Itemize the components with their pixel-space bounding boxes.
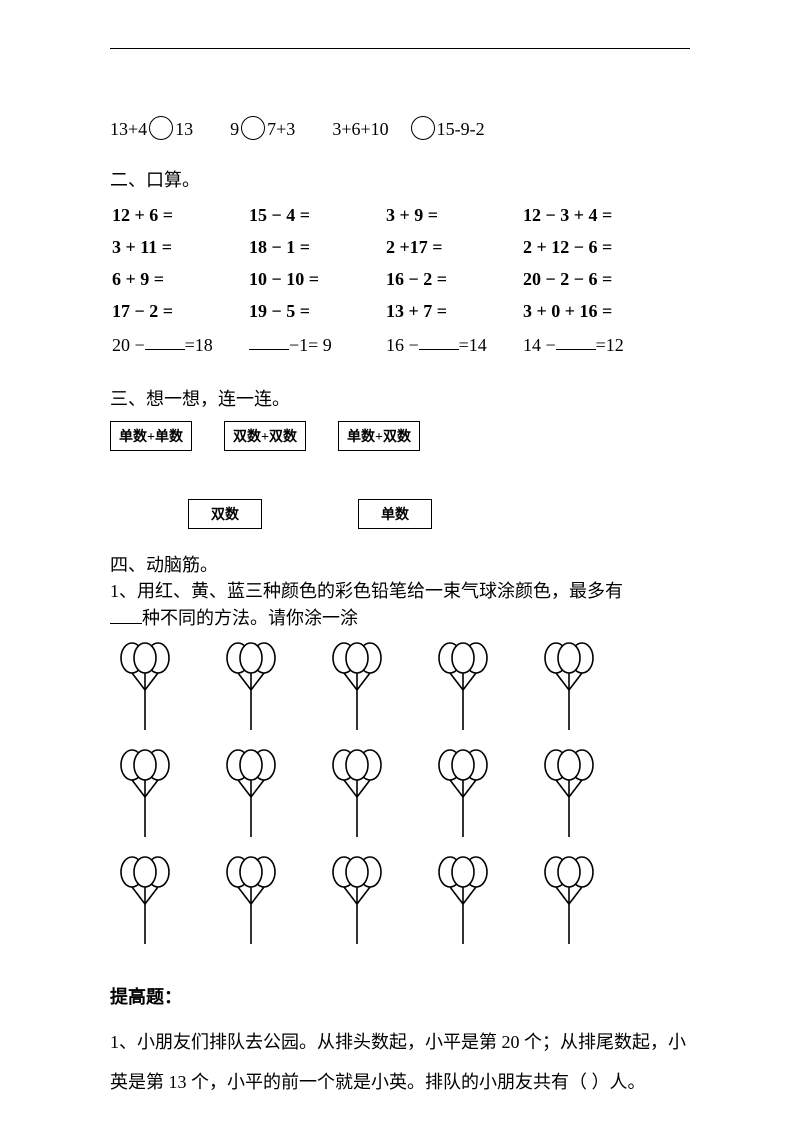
compare-right: 7+3: [267, 119, 295, 139]
cell: 18 − 1 =: [249, 234, 384, 264]
cell: 2 + 12 − 6 =: [523, 234, 683, 264]
table-row: 3 + 11 = 18 − 1 = 2 +17 = 2 + 12 − 6 =: [112, 234, 683, 264]
balloon-bunch-icon[interactable]: [534, 640, 604, 732]
balloon-cell[interactable]: [428, 640, 498, 737]
compare-item: 13+4 13: [110, 119, 198, 139]
table-row: 17 − 2 = 19 − 5 = 13 + 7 = 3 + 0 + 16 =: [112, 298, 683, 328]
fill-cell: −1= 9: [249, 330, 384, 362]
balloon-bunch-icon[interactable]: [428, 747, 498, 839]
balloon-cell[interactable]: [534, 854, 604, 951]
balloon-bunch-icon[interactable]: [322, 854, 392, 946]
balloon-cell[interactable]: [322, 854, 392, 951]
cell: 3 + 11 =: [112, 234, 247, 264]
balloon-cell[interactable]: [534, 640, 604, 737]
compare-item: 9 7+3: [230, 119, 300, 139]
q4-line2: 种不同的方法。请你涂一涂: [110, 603, 690, 630]
top-rule: [110, 48, 690, 49]
balloon-bunch-icon[interactable]: [110, 640, 180, 732]
table-row: 20 −=18 −1= 9 16 −=14 14 −=12: [112, 330, 683, 362]
fill-cell: 14 −=12: [523, 330, 683, 362]
compare-item: 3+6+10 15-9-2: [332, 119, 484, 139]
blank[interactable]: [556, 330, 596, 351]
balloon-bunch-icon[interactable]: [216, 854, 286, 946]
blank[interactable]: [419, 330, 459, 351]
q4-line1: 1、用红、黄、蓝三种颜色的彩色铅笔给一束气球涂颜色，最多有: [110, 577, 690, 603]
compare-circle[interactable]: [149, 116, 173, 140]
compare-right: 13: [175, 119, 193, 139]
match-box[interactable]: 单数+单数: [110, 421, 192, 451]
mental-table: 12 + 6 = 15 − 4 = 3 + 9 = 12 − 3 + 4 = 3…: [110, 200, 685, 363]
balloon-cell[interactable]: [322, 747, 392, 844]
match-box[interactable]: 双数+双数: [224, 421, 306, 451]
compare-circle[interactable]: [241, 116, 265, 140]
top-box-row: 单数+单数 双数+双数 单数+双数: [110, 421, 690, 451]
balloon-cell[interactable]: [534, 747, 604, 844]
balloon-bunch-icon[interactable]: [110, 747, 180, 839]
balloon-bunch-icon[interactable]: [534, 747, 604, 839]
balloon-bunch-icon[interactable]: [428, 854, 498, 946]
cell: 17 − 2 =: [112, 298, 247, 328]
cell: 15 − 4 =: [249, 202, 384, 232]
balloon-bunch-icon[interactable]: [216, 640, 286, 732]
cell: 2 +17 =: [386, 234, 521, 264]
cell: 19 − 5 =: [249, 298, 384, 328]
balloon-cell[interactable]: [322, 640, 392, 737]
table-row: 12 + 6 = 15 − 4 = 3 + 9 = 12 − 3 + 4 =: [112, 202, 683, 232]
balloon-row: [110, 747, 690, 844]
section4: 四、动脑筋。 1、用红、黄、蓝三种颜色的彩色铅笔给一束气球涂颜色，最多有 种不同…: [110, 551, 690, 951]
match-box[interactable]: 双数: [188, 499, 262, 529]
balloon-grid: [110, 640, 690, 951]
compare-left: 9: [230, 119, 239, 139]
blank[interactable]: [249, 330, 289, 351]
balloon-cell[interactable]: [110, 854, 180, 951]
balloon-bunch-icon[interactable]: [428, 640, 498, 732]
fill-cell: 20 −=18: [112, 330, 247, 362]
cell: 12 + 6 =: [112, 202, 247, 232]
balloon-bunch-icon[interactable]: [322, 640, 392, 732]
compare-row: 13+4 13 9 7+3 3+6+10 15-9-2: [110, 116, 690, 140]
section3-title: 三、想一想，连一连。: [110, 385, 690, 411]
cell: 6 + 9 =: [112, 266, 247, 296]
blank[interactable]: [145, 330, 185, 351]
compare-circle[interactable]: [411, 116, 435, 140]
balloon-cell[interactable]: [110, 640, 180, 737]
cell: 16 − 2 =: [386, 266, 521, 296]
balloon-bunch-icon[interactable]: [534, 854, 604, 946]
balloon-bunch-icon[interactable]: [322, 747, 392, 839]
balloon-cell[interactable]: [216, 640, 286, 737]
compare-right: 15-9-2: [437, 119, 485, 139]
balloon-bunch-icon[interactable]: [216, 747, 286, 839]
compare-left: 13+4: [110, 119, 147, 139]
balloon-cell[interactable]: [216, 747, 286, 844]
table-row: 6 + 9 = 10 − 10 = 16 − 2 = 20 − 2 − 6 =: [112, 266, 683, 296]
extended-q1: 1、小朋友们排队去公园。从排头数起，小平是第 20 个；从排尾数起，小英是第 1…: [110, 1023, 690, 1102]
balloon-bunch-icon[interactable]: [110, 854, 180, 946]
bottom-box-row: 双数 单数: [188, 499, 690, 529]
blank[interactable]: [110, 603, 142, 624]
balloon-row: [110, 854, 690, 951]
extended-title: 提高题：: [110, 983, 690, 1009]
cell: 20 − 2 − 6 =: [523, 266, 683, 296]
compare-left: 3+6+10: [332, 119, 388, 139]
section4-title: 四、动脑筋。: [110, 551, 690, 577]
balloon-row: [110, 640, 690, 737]
balloon-cell[interactable]: [428, 747, 498, 844]
fill-cell: 16 −=14: [386, 330, 521, 362]
section2-title: 二、口算。: [110, 166, 690, 192]
balloon-cell[interactable]: [428, 854, 498, 951]
cell: 3 + 0 + 16 =: [523, 298, 683, 328]
balloon-cell[interactable]: [216, 854, 286, 951]
match-box[interactable]: 单数: [358, 499, 432, 529]
balloon-cell[interactable]: [110, 747, 180, 844]
cell: 12 − 3 + 4 =: [523, 202, 683, 232]
cell: 3 + 9 =: [386, 202, 521, 232]
cell: 10 − 10 =: [249, 266, 384, 296]
match-box[interactable]: 单数+双数: [338, 421, 420, 451]
cell: 13 + 7 =: [386, 298, 521, 328]
worksheet-page: 13+4 13 9 7+3 3+6+10 15-9-2 二、口算。 12 + 6 = …: [0, 0, 800, 1132]
